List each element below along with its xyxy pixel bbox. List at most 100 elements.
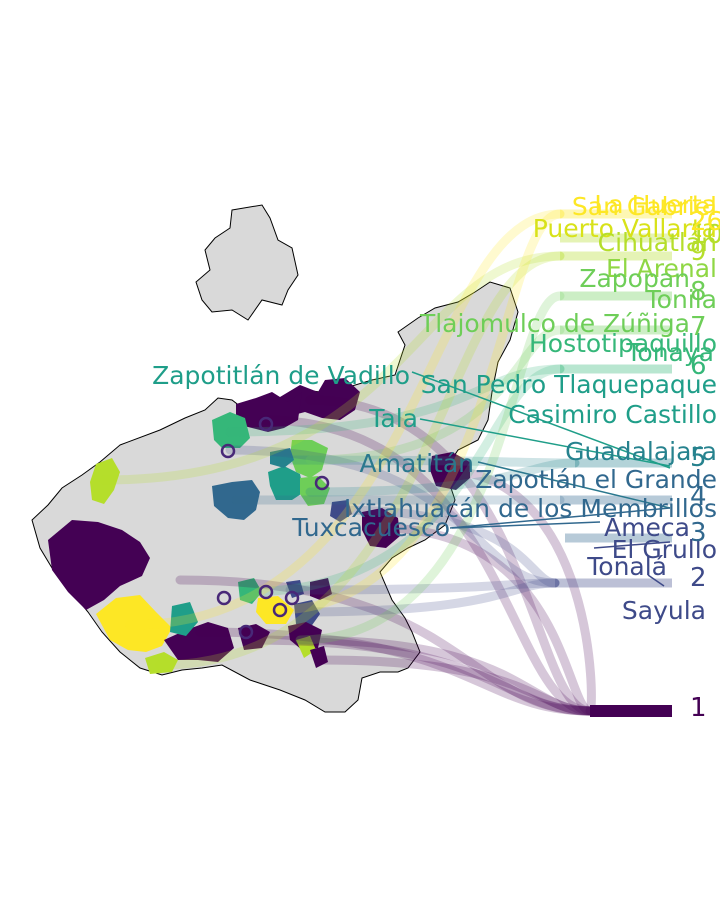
rank-label: 3	[690, 518, 707, 548]
municipality-label: Ameca	[604, 513, 690, 542]
flow-line	[155, 251, 565, 670]
municipality-label: El Grullo	[612, 535, 717, 564]
flow-line	[315, 655, 595, 716]
flow-line	[295, 578, 560, 617]
callout-line	[419, 418, 671, 467]
municipality-fill	[145, 652, 178, 674]
callout-line	[449, 507, 671, 529]
flow-line	[271, 209, 565, 615]
municipality-fill	[212, 480, 260, 520]
municipality-label: San Gabriel	[572, 192, 717, 221]
flow-line	[285, 578, 560, 595]
rank-label: 10	[690, 220, 720, 250]
centroid-marker	[258, 416, 274, 432]
flow-line	[295, 291, 565, 645]
municipality-label: Tala	[368, 404, 418, 433]
callout-line	[477, 461, 671, 509]
municipality-label: Tlajomulco de Zúñiga	[419, 309, 690, 338]
municipality-label: Tuxcacuesco	[291, 513, 450, 542]
municipality-label: San Pedro Tlaquepaque	[421, 370, 717, 399]
flow-line	[375, 523, 595, 716]
municipality-fill	[268, 466, 304, 500]
centroid-marker	[272, 602, 288, 618]
flow-line	[245, 635, 595, 716]
callout-lines	[411, 371, 671, 587]
municipality-label: Tonila	[645, 285, 717, 314]
callout-line	[593, 541, 671, 549]
municipality-fill	[310, 646, 328, 668]
flow-line	[305, 458, 580, 497]
municipality-label: La Huerta	[594, 190, 717, 219]
municipality-fill	[48, 520, 150, 610]
centroid-marker	[216, 590, 232, 606]
callout-line	[451, 521, 601, 529]
flow-line	[225, 364, 565, 437]
flow-line	[125, 209, 565, 630]
flow-line	[335, 505, 560, 588]
rank-label: 1	[690, 693, 707, 723]
municipality-fill	[300, 476, 330, 506]
municipality-fill	[212, 412, 250, 448]
municipality-label: Tonaya	[625, 338, 714, 367]
rank-label: 9	[690, 237, 707, 267]
flow-lines	[99, 209, 596, 716]
municipality-fill	[236, 392, 302, 432]
callout-line	[647, 574, 665, 587]
rank-label: 7	[690, 312, 707, 342]
centroid-marker	[238, 624, 254, 640]
northern-region	[195, 204, 299, 321]
municipality-fill	[290, 440, 328, 478]
municipality-fill	[288, 622, 322, 650]
municipality-fill	[362, 508, 400, 548]
municipality-label: Tonalá	[586, 552, 667, 581]
centroid-marker	[314, 475, 330, 491]
municipality-label: Sayula	[622, 596, 706, 625]
flow-line	[275, 455, 580, 468]
flow-line	[305, 395, 595, 716]
municipality-label: El Arenal	[606, 254, 717, 283]
municipality-fill	[330, 500, 352, 522]
municipality-fill	[170, 602, 198, 636]
municipality-label: Zapopan	[579, 264, 690, 293]
flow-line	[241, 364, 565, 597]
municipality-fill	[238, 578, 262, 604]
flow-line	[195, 627, 595, 716]
municipality-label: Zapotitlán de Vadillo	[152, 361, 410, 390]
municipality-fill	[90, 458, 120, 504]
municipality-fill	[96, 595, 172, 652]
flow-line	[305, 325, 565, 465]
rank-label: 5	[690, 443, 707, 473]
rank-label: 4	[690, 482, 707, 512]
municipality-label: Guadalajara	[565, 437, 717, 466]
municipality-label: Amatitán	[360, 449, 475, 478]
flow-line	[259, 415, 595, 716]
rank-label: 26	[690, 207, 720, 237]
municipality-fill	[164, 622, 234, 662]
municipality-fill	[270, 448, 294, 468]
flow-line	[225, 445, 560, 588]
centroid-marker	[220, 443, 236, 459]
municipality-label: Puerto Vallarta	[533, 214, 717, 243]
centroid-marker	[284, 590, 300, 606]
rank-bars	[555, 209, 672, 717]
centroid-marker	[258, 584, 274, 600]
municipality-fill	[238, 624, 270, 650]
municipality-fill	[286, 580, 304, 598]
flow-line	[175, 575, 595, 716]
municipality-fill	[430, 452, 470, 490]
municipality-label: Zapotlán el Grande	[475, 465, 717, 494]
municipality-label: Casimiro Castillo	[508, 400, 717, 429]
municipality-fill	[310, 578, 332, 600]
municipality-label: Hostotipaquillo	[529, 329, 717, 358]
rank-label: 2	[690, 563, 707, 593]
callout-line	[411, 371, 671, 469]
municipality-fill	[294, 600, 320, 628]
municipality-label: Cihuatlán	[598, 228, 717, 257]
flow-line	[435, 465, 596, 716]
rank-label: 8	[690, 277, 707, 307]
rank-label: 6	[690, 351, 707, 381]
municipality-fills	[48, 378, 470, 674]
